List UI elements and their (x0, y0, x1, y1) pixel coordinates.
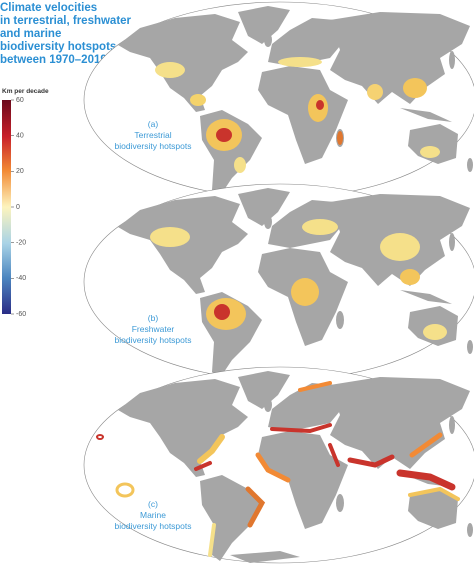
title-line: and marine (0, 28, 61, 40)
colorbar: Km per decade 60 40 20 0 -20 -40 -60 (2, 88, 49, 318)
panel-label: Marine (140, 510, 166, 520)
panel-label: Freshwater (132, 324, 175, 334)
colorbar-tick-label: 20 (16, 168, 24, 175)
colorbar-tick-label: -40 (16, 275, 26, 282)
title-line: Climate velocities (0, 2, 97, 14)
panel-label: biodiversity hotspots (114, 141, 191, 151)
hotspots (96, 381, 460, 557)
colorbar-tick-label: -20 (16, 240, 26, 247)
title-line: between 1970–2019 (0, 54, 107, 66)
colorbar-tick-label: 0 (16, 204, 20, 211)
hotspots (150, 219, 447, 340)
panel-letter: (c) (148, 499, 158, 509)
hotspots (155, 57, 440, 173)
panel-label: biodiversity hotspots (114, 521, 191, 531)
map-panel: (c) Marine biodiversity hotspots (83, 366, 474, 564)
map-panel: (a) Terrestrial biodiversity hotspots (83, 1, 474, 199)
panel-label: Terrestrial (134, 130, 171, 140)
title-line: in terrestrial, freshwater (0, 15, 132, 27)
colorbar-tick-label: -60 (16, 311, 26, 318)
panel-letter: (a) (148, 119, 159, 129)
title-line: biodiversity hotspots (0, 41, 116, 53)
colorbar-tick-label: 60 (16, 97, 24, 104)
panel-label: biodiversity hotspots (114, 335, 191, 345)
colorbar-tick-label: 40 (16, 133, 24, 140)
title: Climate velocities in terrestrial, fresh… (0, 2, 132, 66)
colorbar-label: Km per decade (2, 88, 49, 95)
colorbar-gradient (2, 100, 11, 314)
panel-letter: (b) (148, 313, 159, 323)
map-panel: (b) Freshwater biodiversity hotspots (83, 183, 474, 381)
